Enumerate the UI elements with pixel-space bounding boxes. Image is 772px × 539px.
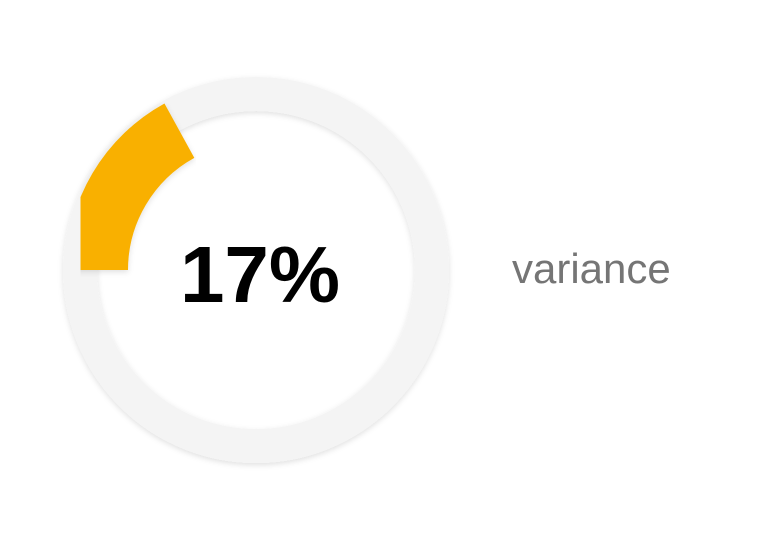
gauge-label: variance — [512, 245, 671, 292]
gauge-value: 17% — [180, 230, 340, 319]
gauge-fill-arc — [66, 103, 196, 271]
